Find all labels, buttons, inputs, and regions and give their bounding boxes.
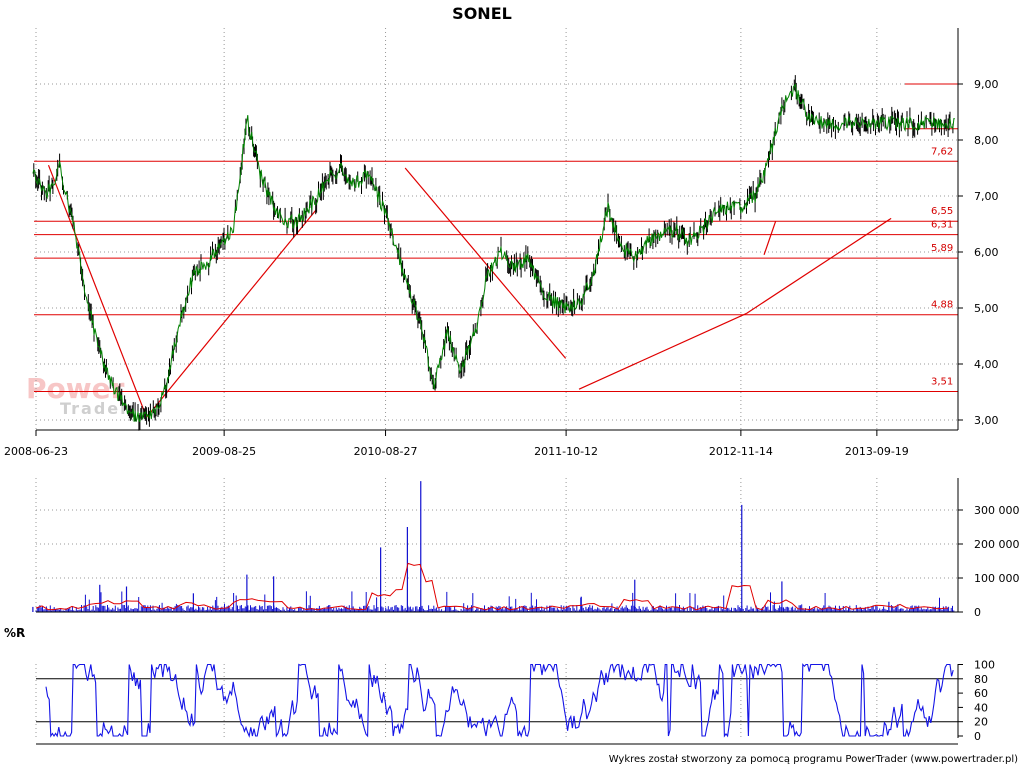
level-label: 7,62 (931, 146, 953, 157)
x-tick-label: 2010-08-27 (354, 445, 418, 458)
trendline (578, 313, 747, 390)
x-tick-label: 2009-08-25 (192, 445, 256, 458)
footer-credit: Wykres został stworzony za pomocą progra… (609, 754, 1018, 765)
trendline (745, 217, 892, 315)
price-grid (35, 28, 958, 430)
chart-title: SONEL (452, 4, 512, 23)
williams-r-series (45, 663, 954, 738)
trendline (47, 164, 148, 418)
x-tick-label: 2008-06-23 (4, 445, 68, 458)
y-tick-label: 9,00 (974, 78, 999, 91)
y-tick-label: 7,00 (974, 190, 999, 203)
x-tick-label: 2011-10-12 (534, 445, 598, 458)
price-axes: 3,00 4,00 5,00 6,00 7,00 8,00 9,00 2008-06-23 20… (4, 28, 999, 458)
trendline (763, 221, 777, 255)
y-tick-label: 5,00 (974, 302, 999, 315)
watermark: Power Trader (26, 372, 130, 418)
level-label: 6,31 (931, 220, 953, 231)
williams-r-line (45, 663, 954, 738)
y-tick-label: 80 (974, 673, 988, 686)
y-tick-label: 100 000 (974, 572, 1020, 585)
volume-bars (32, 481, 955, 612)
volume-axes: 0 100 000 200 000 300 000 (36, 478, 1020, 619)
y-tick-label: 0 (974, 730, 981, 743)
x-tick-label: 2012-11-14 (709, 445, 773, 458)
level-label: 3,51 (931, 376, 953, 387)
y-tick-label: 3,00 (974, 414, 999, 427)
price-trendlines (47, 164, 892, 418)
price-series (32, 75, 955, 431)
level-label: 5,89 (931, 243, 953, 254)
x-tick-label: 2013-09-19 (845, 445, 909, 458)
volume-grid (35, 478, 958, 613)
y-tick-label: 20 (974, 716, 988, 729)
watermark-line2: Trader (60, 399, 130, 418)
y-tick-label: 60 (974, 687, 988, 700)
williams-r-title: %R (4, 626, 25, 640)
level-label: 4,88 (931, 300, 953, 311)
volume-average-line (35, 562, 949, 611)
y-tick-label: 6,00 (974, 246, 999, 259)
y-tick-label: 0 (974, 606, 981, 619)
price-line (32, 83, 955, 422)
y-tick-label: 300 000 (974, 504, 1020, 517)
y-tick-label: 40 (974, 701, 988, 714)
y-tick-label: 4,00 (974, 358, 999, 371)
level-label: 6,55 (931, 206, 953, 217)
y-tick-label: 200 000 (974, 538, 1020, 551)
trendline (404, 167, 567, 359)
y-tick-label: 8,00 (974, 134, 999, 147)
williams-r-grid (35, 664, 958, 738)
price-levels: 7,62 6,55 6,31 5,89 4,88 3,51 (34, 83, 958, 392)
trendline (146, 209, 317, 418)
y-tick-label: 100 (974, 659, 995, 672)
